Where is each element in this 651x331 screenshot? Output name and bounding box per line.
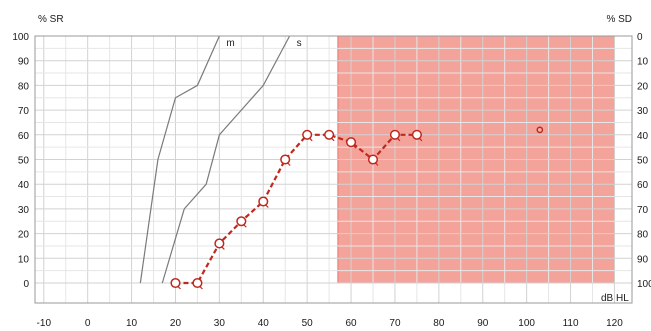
right-axis-title: % SD — [606, 14, 632, 25]
data-point-tick — [418, 137, 423, 142]
right-tick-label: 40 — [637, 131, 649, 142]
right-tick-label: 90 — [637, 254, 649, 265]
x-tick-label: 60 — [345, 318, 357, 329]
data-point — [170, 277, 181, 290]
data-point-marker — [214, 238, 225, 249]
right-tick-label: 60 — [637, 180, 649, 191]
reference-curve-m — [139, 35, 220, 284]
x-tick-label: 50 — [302, 318, 314, 329]
reference-curve-label: m — [226, 38, 234, 49]
isolated-point — [536, 126, 544, 134]
data-point-tick — [177, 285, 181, 290]
data-point-tick — [286, 162, 291, 166]
left-tick-label: 20 — [18, 230, 30, 241]
left-tick-label: 40 — [18, 180, 30, 191]
left-tick-label: 10 — [18, 254, 30, 265]
data-point-tick — [220, 246, 225, 250]
data-point — [280, 154, 291, 166]
x-tick-label: 20 — [170, 318, 182, 329]
x-tick-label: 40 — [258, 318, 270, 329]
data-point-tick — [396, 137, 401, 142]
data-point-tick — [330, 137, 335, 142]
x-tick-label: 120 — [606, 318, 623, 329]
data-point-tick — [242, 223, 247, 228]
left-tick-label: 0 — [23, 279, 29, 290]
x-tick-label: 10 — [126, 318, 138, 329]
x-tick-label: 70 — [389, 318, 401, 329]
left-tick-label: 30 — [18, 205, 30, 216]
data-point-tick — [352, 144, 357, 149]
x-tick-label: 80 — [433, 318, 445, 329]
right-tick-label: 0 — [637, 32, 643, 43]
data-point — [411, 129, 423, 142]
right-tick-label: 30 — [637, 106, 649, 117]
data-point — [258, 196, 269, 208]
x-tick-label: 110 — [563, 318, 579, 329]
x-tick-label: -10 — [37, 318, 52, 329]
data-point-marker — [367, 154, 379, 165]
data-point — [367, 154, 379, 166]
data-point — [346, 137, 357, 149]
data-point-marker — [236, 216, 247, 227]
plot-frame — [34, 35, 633, 304]
data-point — [236, 216, 247, 228]
data-point-marker — [411, 129, 422, 140]
right-tick-label: 50 — [637, 156, 649, 167]
data-point-marker — [192, 277, 203, 289]
left-tick-label: 60 — [18, 131, 30, 142]
left-tick-label: 90 — [18, 57, 30, 68]
x-unit-label: dB HL — [601, 293, 629, 304]
reference-curve-label: s — [297, 38, 302, 49]
data-point — [324, 129, 335, 142]
data-point-marker — [302, 129, 313, 140]
data-point-marker — [346, 137, 357, 148]
data-point-marker — [389, 129, 401, 140]
right-tick-label: 100 — [637, 279, 651, 290]
data-point-tick — [198, 285, 203, 290]
data-point — [389, 129, 401, 142]
data-point-tick — [374, 162, 379, 166]
left-tick-label: 100 — [12, 32, 29, 43]
series-layer — [170, 126, 544, 290]
x-tick-label: 30 — [214, 318, 226, 329]
series-line — [175, 133, 417, 285]
left-tick-label: 70 — [18, 106, 30, 117]
tick-labels-layer: -10 0 10 20 30 40 50 60 70 80 90 100 110 120100908070… — [12, 32, 651, 329]
left-axis-title: % SR — [38, 14, 64, 25]
data-point-tick — [308, 137, 313, 142]
data-point-tick — [264, 204, 269, 208]
data-point-marker — [258, 196, 269, 207]
x-tick-label: 90 — [477, 318, 489, 329]
left-tick-label: 80 — [18, 81, 30, 92]
right-tick-label: 80 — [637, 230, 649, 241]
right-tick-label: 10 — [637, 57, 649, 68]
data-point — [192, 277, 203, 290]
right-tick-label: 70 — [637, 205, 649, 216]
data-point-marker — [280, 154, 291, 165]
left-tick-label: 50 — [18, 156, 30, 167]
data-point-marker — [170, 277, 181, 289]
data-point — [302, 129, 313, 142]
reference-curve-s — [161, 35, 291, 284]
x-tick-label: 100 — [518, 318, 535, 329]
right-tick-label: 20 — [637, 81, 649, 92]
x-tick-label: 0 — [85, 318, 91, 329]
data-point — [214, 238, 225, 250]
data-point-marker — [324, 129, 335, 140]
